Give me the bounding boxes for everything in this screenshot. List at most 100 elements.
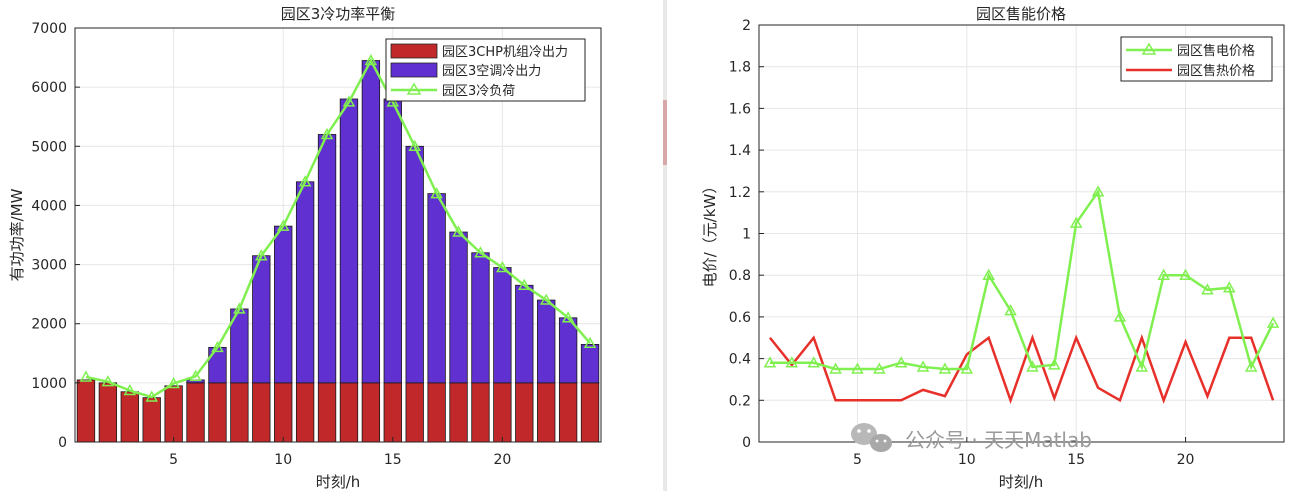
chart1-xtick-label: 20 [493, 452, 511, 468]
electricity-price-point [1266, 316, 1280, 328]
chp-cold-bar [208, 382, 227, 443]
chp-cold-bar [274, 382, 293, 443]
chart2-ytick-label: 2 [742, 18, 751, 34]
legend-marker-load [406, 82, 422, 95]
chart1-ylabel: 有功功率/MW [8, 188, 26, 281]
chart1-xtick-label: 15 [384, 452, 402, 468]
cold-load-point [79, 370, 93, 382]
cold-load-point [276, 219, 290, 231]
ac-cold-bar [471, 252, 490, 384]
ac-cold-bar [427, 193, 446, 384]
ac-cold-bar [361, 60, 381, 384]
electricity-price-point [1004, 304, 1017, 316]
chp-cold-bar [383, 382, 402, 443]
ac-cold-bar [405, 145, 424, 384]
chp-cold-bar [405, 382, 424, 443]
chart2-ytick-label: 1.6 [729, 101, 751, 117]
cold-load-point [145, 390, 158, 402]
chart1-ytick-label: 2000 [31, 317, 67, 333]
chart1-title: 园区3冷功率平衡 [281, 5, 396, 23]
electricity-price-point [960, 362, 974, 374]
electricity-price-point [1091, 185, 1105, 197]
chart1-legend: 园区3CHP机组冷出力 园区3空调冷出力 园区3冷负荷 [385, 38, 586, 102]
legend-label-heat: 园区售热价格 [1177, 63, 1255, 79]
chart2-ytick-label: 0.6 [729, 310, 751, 326]
electricity-price-point [938, 362, 952, 374]
ac-cold-bar [274, 225, 293, 384]
cold-load-point [561, 311, 575, 323]
chart2-ytick-label: 1 [742, 227, 751, 243]
chart2-lines [763, 185, 1280, 405]
ac-cold-bar [317, 134, 337, 384]
chart1-xtick-label: 10 [274, 452, 292, 468]
chp-cold-bar [558, 382, 578, 443]
electricity-price-point [763, 356, 777, 368]
chart2-xlabel: 时刻/h [999, 473, 1044, 491]
panel-divider-mark [663, 100, 667, 165]
chp-cold-bar [427, 382, 446, 443]
chart1-ytick-label: 3000 [31, 258, 67, 274]
electricity-price-point [1113, 310, 1127, 322]
legend-marker-elec [1141, 42, 1157, 55]
chart2-y-ticks: 0 0.2 0.4 0.6 0.8 1 1.2 1.4 1.6 1.8 2 [729, 18, 764, 451]
cold-load-point [255, 249, 268, 261]
ac-cold-bar [580, 344, 600, 384]
electricity-price-point [785, 356, 799, 368]
electricity-price-point [1048, 358, 1061, 370]
chp-cold-bar [252, 382, 271, 443]
electricity-price-point [829, 362, 842, 374]
chp-cold-bar [230, 382, 249, 443]
chart1-axes-box [74, 27, 602, 443]
chart2-legend-box [1120, 36, 1273, 82]
chp-cold-bar [339, 382, 359, 443]
legend-label-load: 园区3冷负荷 [442, 84, 515, 99]
legend-label-ac: 园区3空调冷出力 [442, 64, 541, 79]
electricity-price-point [1179, 268, 1192, 280]
electricity-price-point [873, 362, 886, 374]
chart2-ytick-label: 1.2 [729, 185, 751, 201]
electricity-price-point [1069, 216, 1083, 228]
chart2-legend: 园区售电价格 园区售热价格 [1120, 36, 1273, 82]
cold-load-point [496, 260, 509, 273]
chart2-ytick-label: 0.2 [729, 393, 751, 409]
chp-cold-bar [471, 382, 490, 443]
chart2-xtick-label: 15 [1067, 452, 1085, 468]
electricity-price-point [894, 356, 908, 368]
cold-load-point [101, 375, 115, 387]
ac-cold-bar [515, 284, 534, 384]
electricity-price-point [1223, 281, 1236, 293]
cold-load-point [342, 95, 356, 107]
legend-label-elec: 园区售电价格 [1177, 43, 1255, 59]
legend-swatch-ac [390, 62, 438, 78]
electricity-price-point [1244, 360, 1258, 372]
ac-cold-bar [449, 231, 468, 384]
cold-load-point [233, 302, 246, 314]
chart1-ytick-label: 0 [58, 435, 67, 451]
legend-label-chp: 园区3CHP机组冷出力 [442, 45, 568, 60]
chp-cold-bar [493, 382, 512, 443]
cold-load-point [189, 369, 202, 382]
cold-power-balance-chart: 园区3冷功率平衡 5 10 15 20 0 1000 2000 3000 4000 5000 60… [8, 5, 602, 491]
chp-cold-bar [537, 382, 556, 443]
cold-load-point [583, 336, 597, 348]
cold-load-point [167, 376, 180, 389]
electricity-price-point [916, 360, 930, 372]
chp-cold-bar [98, 382, 118, 443]
chp-cold-bar [164, 385, 183, 443]
cold-load-point [408, 139, 421, 152]
ac-cold-bar [208, 346, 227, 384]
chart1-xtick-label: 5 [169, 452, 178, 468]
chart2-xtick-label: 10 [958, 452, 976, 468]
chart1-bars [76, 60, 600, 443]
cold-load-point [298, 175, 312, 187]
legend-swatch-chp [390, 43, 438, 59]
chart1-ytick-label: 1000 [31, 376, 67, 392]
electricity-price-point [1201, 283, 1214, 295]
watermark-text: 公众号 · 天天Matlab [905, 428, 1092, 452]
chart1-y-ticks: 0 1000 2000 3000 4000 5000 6000 7000 [31, 21, 80, 451]
chp-cold-bar [317, 382, 337, 443]
cold-load-point [364, 53, 378, 66]
cold-load-point [474, 246, 487, 258]
chart1-ytick-label: 4000 [31, 198, 67, 214]
